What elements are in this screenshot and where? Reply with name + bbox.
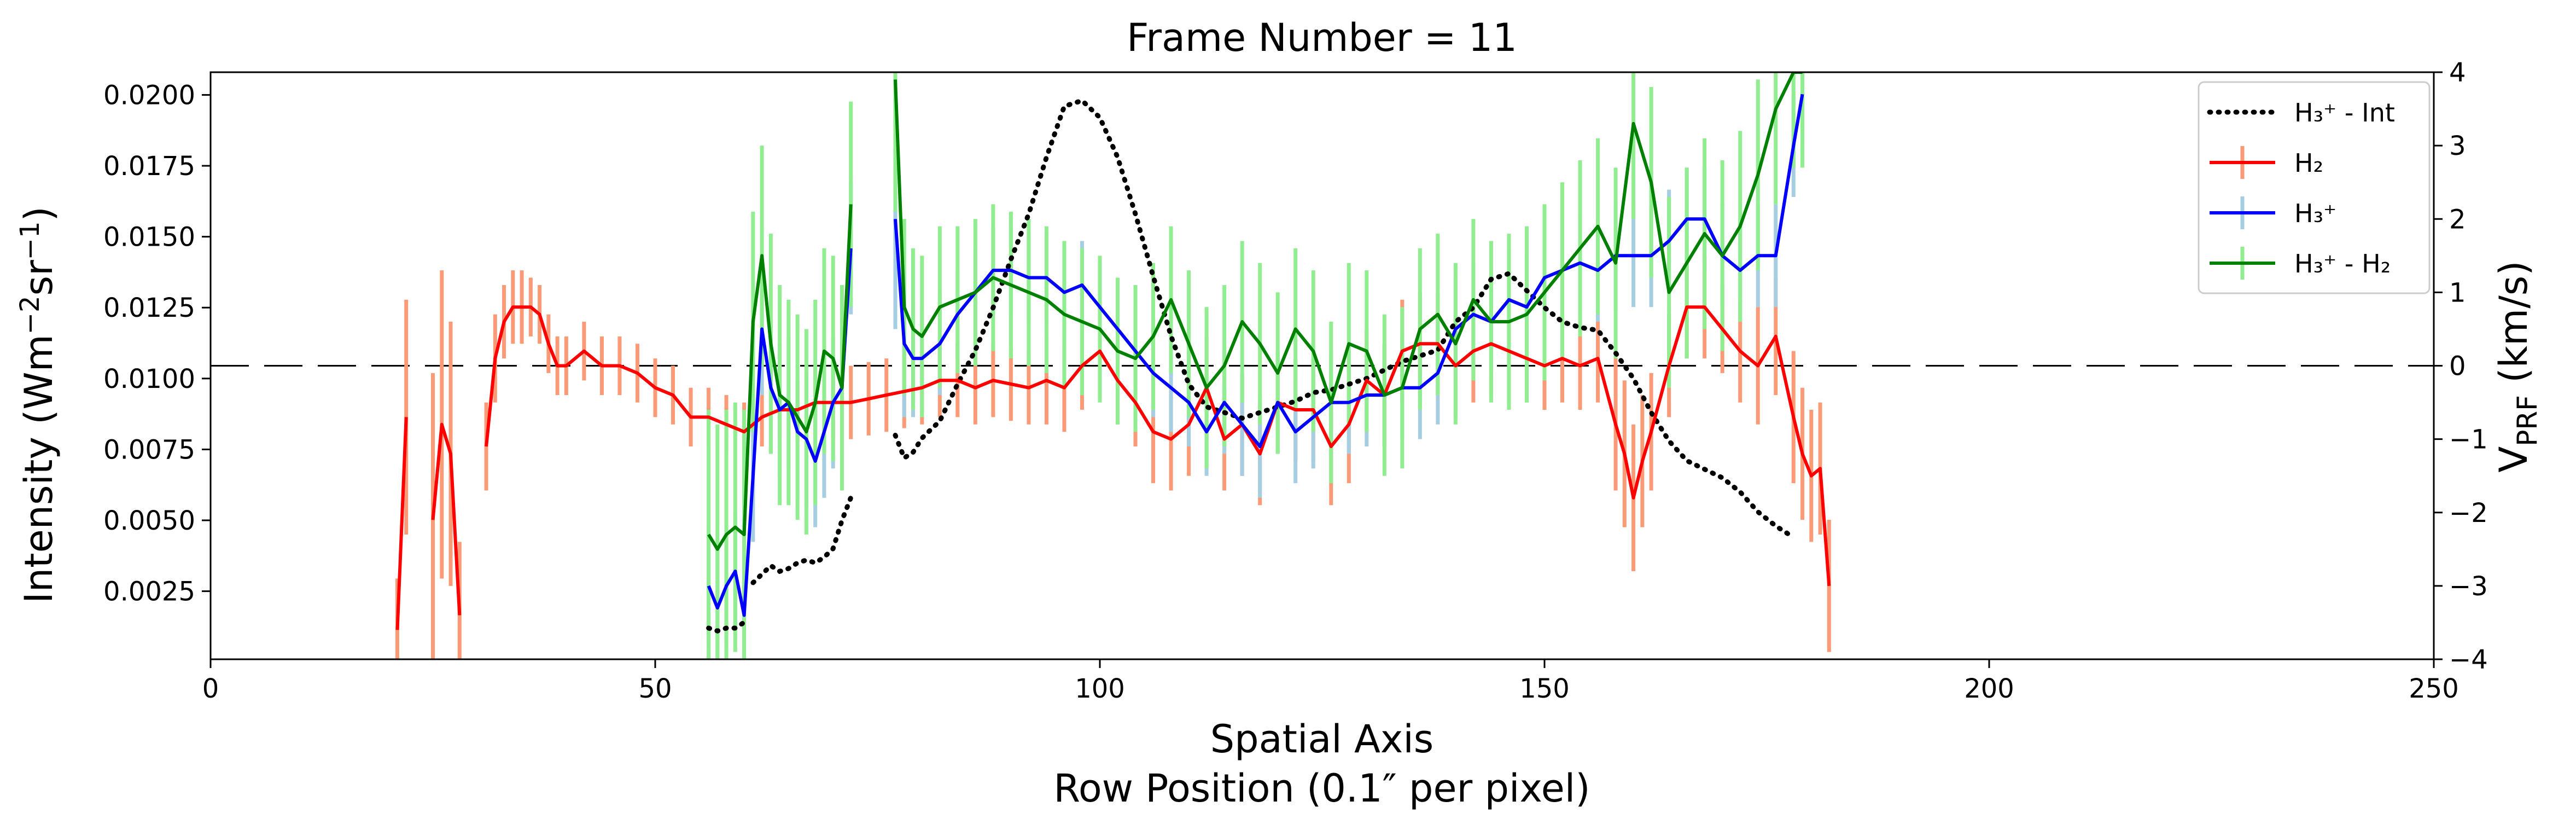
legend-label: H₂ [2294, 148, 2323, 178]
x-axis-label: Spatial Axis [1210, 717, 1433, 762]
series-line-h3-int [893, 97, 1796, 540]
y-right-tick-label: 3 [2449, 131, 2466, 161]
legend-label: H₃⁺ [2294, 199, 2336, 228]
series-line-h2 [395, 417, 408, 630]
plot-area [211, 72, 2434, 659]
series-line-h2 [431, 422, 462, 616]
x-tick-label: 200 [1964, 674, 2014, 704]
axes: 0 50 100 150 200 250 0.0025 0.0050 0.0075 0.0100 0… [103, 57, 2488, 704]
legend-label: H₃⁺ - Int [2294, 98, 2395, 127]
y-left-tick-label: 0.0200 [103, 80, 195, 111]
x-tick-label: 150 [1519, 674, 1570, 704]
y-axis-left-label: Intensity (Wm−2sr−1) [15, 206, 61, 603]
plot-clipped [211, 72, 2434, 659]
y-right-tick-label: −2 [2449, 498, 2488, 529]
y-left-tick-label: 0.0100 [103, 364, 195, 394]
series-line-h3-minus-h2 [707, 204, 853, 551]
y-right-tick-label: 4 [2449, 57, 2466, 88]
y-right-tick-label: −4 [2449, 645, 2488, 675]
y-left-tick-label: 0.0150 [103, 222, 195, 253]
y-left-tick-label: 0.0075 [103, 434, 195, 465]
legend-label: H₃⁺ - H₂ [2294, 249, 2391, 278]
series-line-h3-int [706, 620, 747, 634]
x-tick-label: 100 [1075, 674, 1125, 704]
y-left-tick-label: 0.0125 [103, 293, 195, 323]
x-tick-label: 50 [638, 674, 672, 704]
series-line-h3 [894, 94, 1804, 448]
x-tick-label: 250 [2409, 674, 2459, 704]
y-left-tick-label: 0.0175 [103, 151, 195, 182]
y-right-tick-label: −1 [2449, 425, 2488, 455]
legend-box [2198, 81, 2431, 294]
y-right-tick-label: 1 [2449, 277, 2466, 308]
chart-title: Frame Number = 11 [1127, 15, 1517, 60]
x-tick-label: 0 [202, 674, 219, 704]
y-right-tick-label: 2 [2449, 204, 2466, 235]
legend: H₃⁺ - Int H₂ H₃⁺ H₃⁺ - H₂ [2198, 81, 2431, 294]
series-line-h3-int [750, 495, 854, 585]
x-axis-sublabel: Row Position (0.1″ per pixel) [1053, 766, 1590, 811]
y-right-tick-label: 0 [2449, 351, 2466, 382]
series-line-h2 [485, 305, 1831, 587]
y-right-tick-label: −3 [2449, 571, 2488, 602]
series-line-h3-minus-h2 [894, 72, 1803, 404]
y-left-tick-label: 0.0050 [103, 506, 195, 536]
series-line-h3 [707, 248, 853, 617]
y-left-tick-label: 0.0025 [103, 577, 195, 607]
